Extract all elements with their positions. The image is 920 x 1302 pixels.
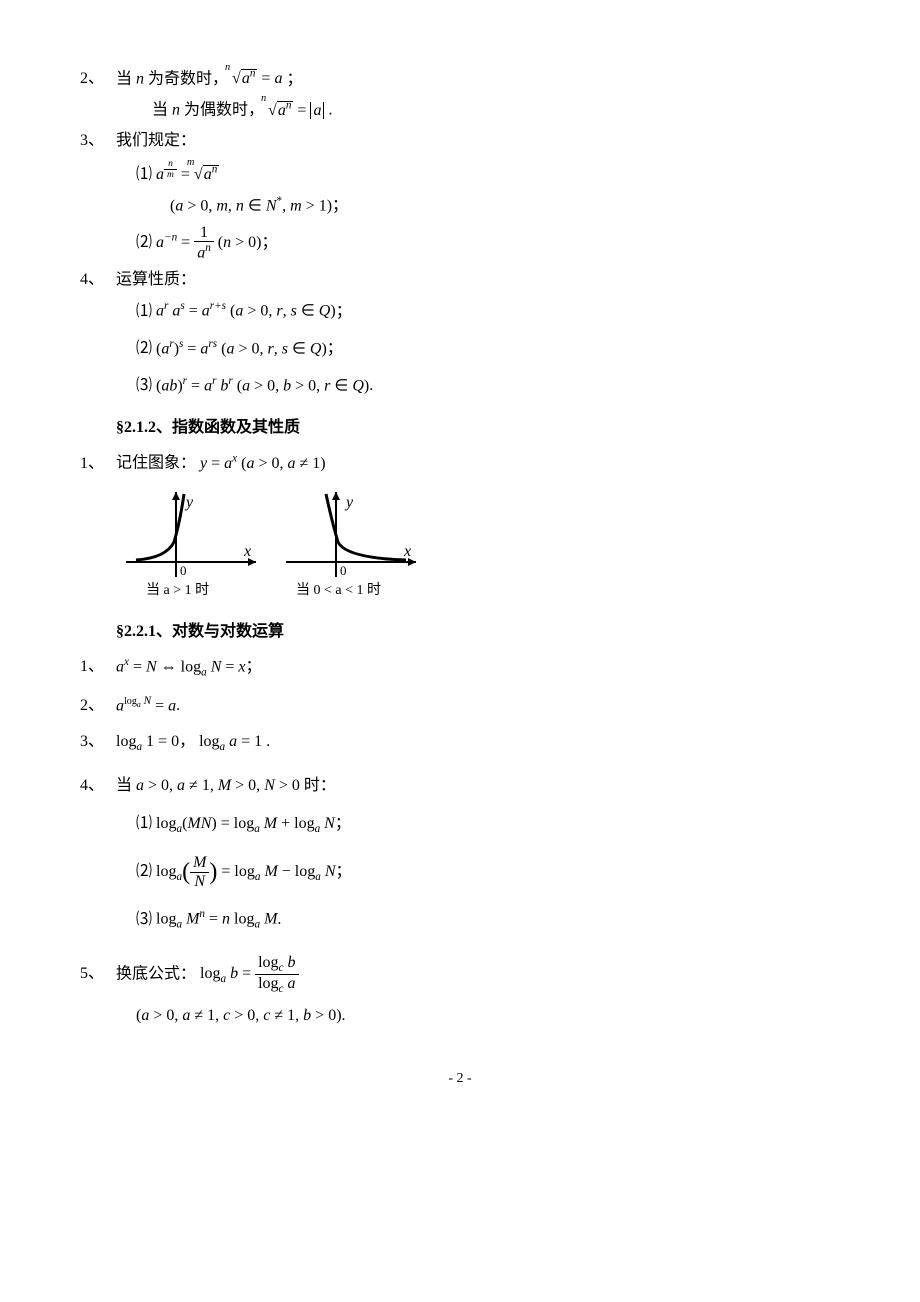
log-4-p2-math: loga(MN) = loga M − loga N	[152, 854, 336, 890]
log-5-num: 5、	[80, 962, 116, 986]
log-3-content: loga 1 = 0， loga a = 1 .	[116, 730, 270, 756]
svg-text:y: y	[344, 494, 354, 511]
log-2-math: aloga N = a	[116, 693, 176, 718]
item-2-line2: 当 n 为偶数时， nan = a .	[80, 97, 840, 122]
item-2-num: 2、	[80, 67, 116, 91]
log-3: 3、 loga 1 = 0， loga a = 1 .	[80, 730, 840, 756]
item-3-p2-label: ⑵	[136, 231, 152, 255]
svg-text:x: x	[243, 543, 251, 560]
item-4-p3-math: (ab)r = ar br (a > 0, b > 0, r ∈ Q)	[152, 373, 369, 398]
item-3-p2-math: a−n = 1an (n > 0)	[152, 224, 261, 263]
log-1: 1、 ax = N ⇔ loga N = x ；	[80, 654, 840, 681]
log-5-cond: (a > 0, a ≠ 1, c > 0, c ≠ 1, b > 0).	[80, 1004, 840, 1028]
log-1-math: ax = N ⇔ loga N = x	[116, 654, 246, 681]
svg-text:y: y	[184, 494, 194, 511]
item-3-p1: ⑴ anm = man	[80, 159, 840, 187]
svg-text:0: 0	[340, 563, 347, 578]
item-212-1: 1、 记住图象： y = ax (a > 0, a ≠ 1)	[80, 450, 840, 475]
item-3-p1-cond: (a > 0, m, n ∈ N*, m > 1)；	[80, 193, 840, 218]
log-5-cond-math: (a > 0, a ≠ 1, c > 0, c ≠ 1, b > 0)	[136, 1004, 342, 1028]
log-4-p2: ⑵ loga(MN) = loga M − loga N ；	[80, 854, 840, 890]
log-2-num: 2、	[80, 694, 116, 718]
item-3-head: 3、 我们规定：	[80, 129, 840, 153]
log-4-p1-math: loga(MN) = loga M + loga N	[152, 812, 335, 838]
item-4-p3-label: ⑶	[136, 374, 152, 398]
item-4-num: 4、	[80, 268, 116, 292]
item-4-p2-math: (ar)s = ars (a > 0, r, s ∈ Q)	[152, 336, 327, 361]
item-3-text: 我们规定：	[116, 129, 196, 153]
page-number: - 2 -	[80, 1068, 840, 1089]
section-212-title: §2.1.2、指数函数及其性质	[116, 416, 840, 440]
log-5: 5、 换底公式： loga b = logc blogc a	[80, 954, 840, 996]
log-1-num: 1、	[80, 655, 116, 679]
item-212-1-text: 记住图象： y = ax (a > 0, a ≠ 1)	[116, 450, 326, 475]
svg-text:0: 0	[180, 563, 187, 578]
item-3-num: 3、	[80, 129, 116, 153]
item-3-p1-cond-math: (a > 0, m, n ∈ N*, m > 1)	[170, 193, 332, 218]
item-4-p3: ⑶ (ab)r = ar br (a > 0, b > 0, r ∈ Q).	[80, 373, 840, 398]
item-4-text: 运算性质：	[116, 268, 196, 292]
log-4-text: 当 a > 0, a ≠ 1, M > 0, N > 0 时：	[116, 774, 336, 798]
log-4-head: 4、 当 a > 0, a ≠ 1, M > 0, N > 0 时：	[80, 774, 840, 798]
item-3-p2: ⑵ a−n = 1an (n > 0)；	[80, 224, 840, 263]
svg-text:当 a > 1 时: 当 a > 1 时	[146, 582, 209, 598]
item-3-p1-label: ⑴	[136, 163, 152, 187]
log-5-content: 换底公式： loga b = logc blogc a	[116, 954, 299, 996]
item-212-1-num: 1、	[80, 452, 116, 476]
item-4-p1-math: ar as = ar+s (a > 0, r, s ∈ Q)	[152, 298, 336, 323]
log-4-p1-label: ⑴	[136, 812, 152, 836]
section-221-title: §2.2.1、对数与对数运算	[116, 620, 840, 644]
log-4-p3: ⑶ loga Mn = n loga M .	[80, 906, 840, 933]
item-4-p1: ⑴ ar as = ar+s (a > 0, r, s ∈ Q)；	[80, 298, 840, 323]
item-3-p1-math: anm = man	[152, 159, 219, 187]
item-4-head: 4、 运算性质：	[80, 268, 840, 292]
item-4-p2-label: ⑵	[136, 337, 152, 361]
log-4-num: 4、	[80, 774, 116, 798]
item-4-p1-label: ⑴	[136, 300, 152, 324]
log-4-p1: ⑴ loga(MN) = loga M + loga N ；	[80, 812, 840, 838]
log-4-p3-label: ⑶	[136, 908, 152, 932]
svg-text:当 0 < a < 1 时: 当 0 < a < 1 时	[296, 582, 381, 598]
item-4-p2: ⑵ (ar)s = ars (a > 0, r, s ∈ Q)；	[80, 336, 840, 361]
item-2-text1: 当 n 为奇数时， nan = a ；	[116, 66, 302, 91]
item-2-line1: 2、 当 n 为奇数时， nan = a ；	[80, 66, 840, 91]
exponential-graphs: y x 0 当 a > 1 时 y x 0 当 0 < a < 1 时	[116, 482, 436, 602]
svg-text:x: x	[403, 543, 411, 560]
log-4-p2-label: ⑵	[136, 860, 152, 884]
item-2-text2: 当 n 为偶数时， nan = a .	[152, 97, 332, 122]
log-4-p3-math: loga Mn = n loga M	[152, 906, 277, 933]
log-3-num: 3、	[80, 730, 116, 754]
log-2: 2、 aloga N = a .	[80, 693, 840, 718]
